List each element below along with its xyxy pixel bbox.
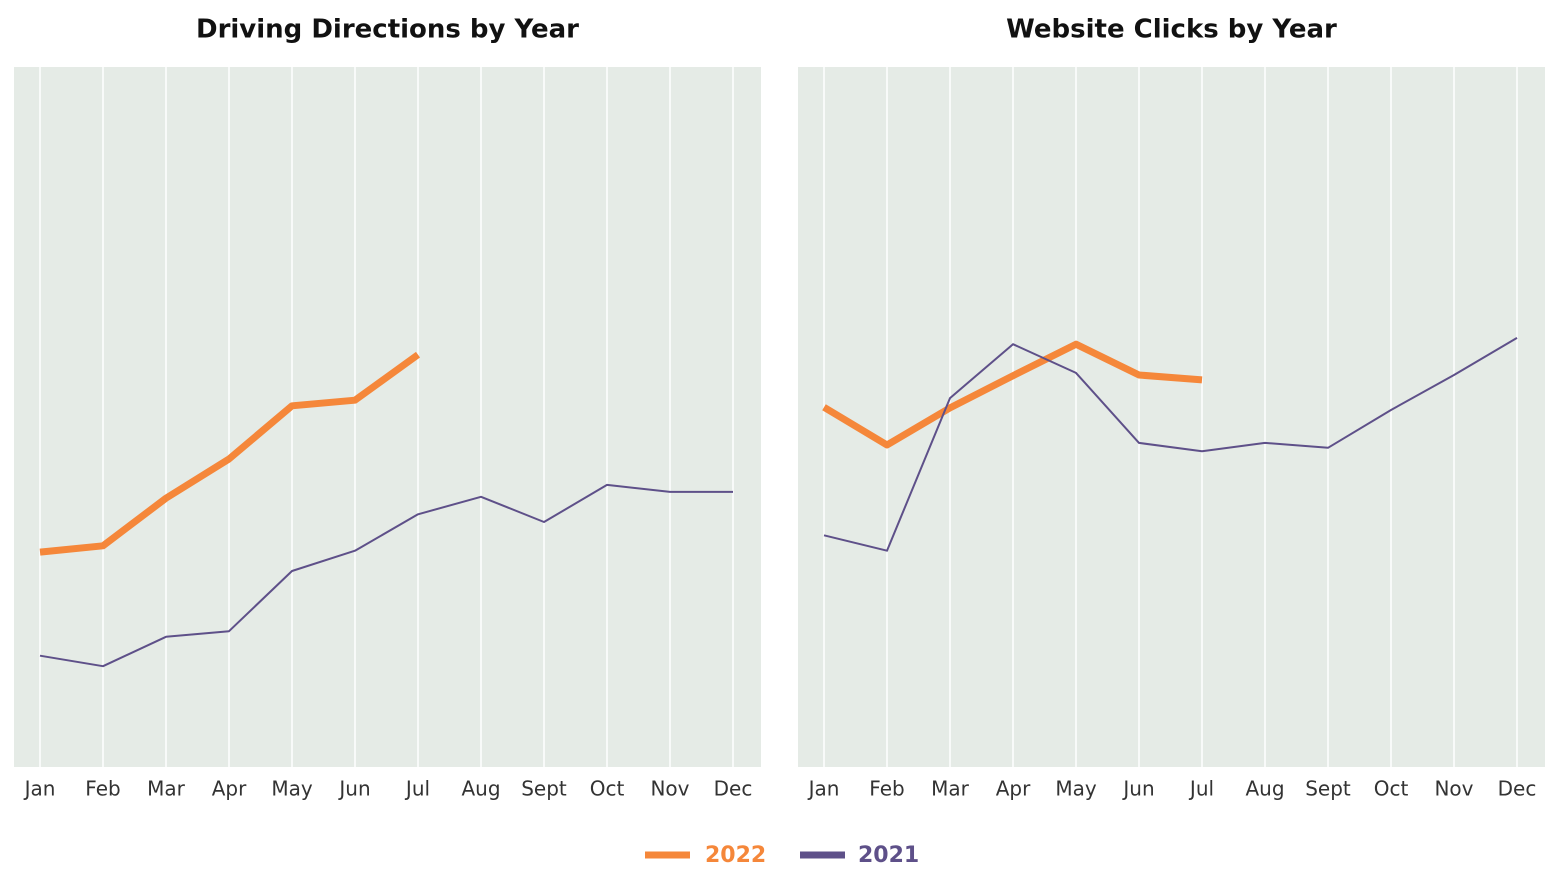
x-tick-label: Jun	[1121, 777, 1154, 801]
x-tick-label: Apr	[996, 777, 1031, 801]
chart-title: Website Clicks by Year	[1006, 15, 1337, 45]
x-tick-label: Jun	[337, 777, 370, 801]
x-tick-label: Aug	[1245, 777, 1284, 801]
legend-label: 2021	[858, 843, 919, 868]
plot-area	[14, 67, 761, 767]
series-line	[39, 351, 421, 556]
x-tick-label: Dec	[714, 777, 753, 801]
x-tick-label: Oct	[1374, 777, 1409, 801]
x-tick-label: May	[271, 777, 313, 801]
series-line	[823, 337, 1518, 552]
x-tick-label: Sept	[1305, 777, 1351, 801]
x-tick-label: May	[1055, 777, 1097, 801]
x-tick-label: Jan	[23, 777, 56, 801]
chart-title: Driving Directions by Year	[196, 15, 579, 45]
x-tick-label: Mar	[147, 777, 186, 801]
x-tick-label: Sept	[521, 777, 567, 801]
x-tick-label: Nov	[650, 777, 689, 801]
series-line	[822, 340, 1203, 449]
x-tick-label: Feb	[85, 777, 120, 801]
series-line	[39, 483, 733, 668]
x-tick-label: Aug	[461, 777, 500, 801]
x-tick-label: Apr	[212, 777, 247, 801]
x-tick-label: Dec	[1498, 777, 1537, 801]
x-tick-label: Feb	[869, 777, 904, 801]
x-tick-label: Mar	[931, 777, 970, 801]
legend-label: 2022	[705, 843, 766, 868]
x-tick-label: Jul	[1188, 777, 1214, 801]
x-tick-label: Jan	[807, 777, 840, 801]
x-tick-label: Nov	[1434, 777, 1473, 801]
plot-area	[798, 67, 1545, 767]
x-tick-label: Oct	[590, 777, 625, 801]
x-tick-label: Jul	[404, 777, 430, 801]
